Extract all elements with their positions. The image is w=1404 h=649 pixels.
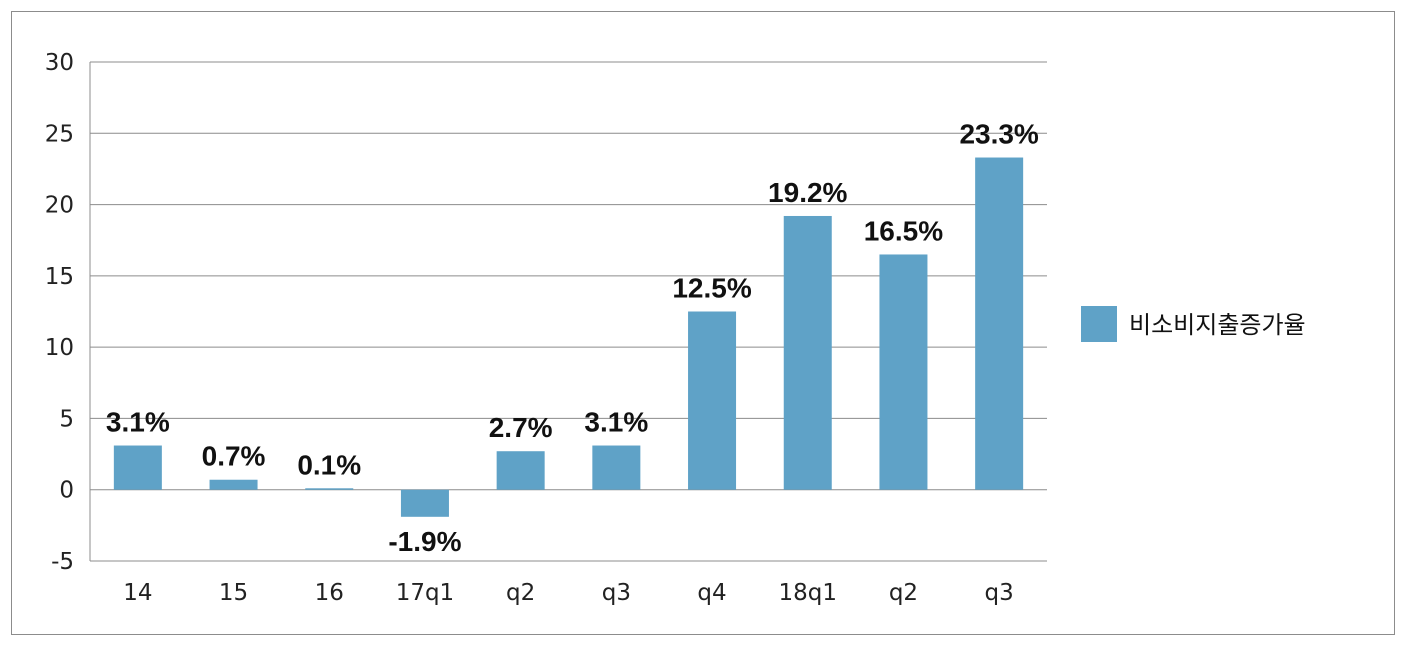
- legend-label: 비소비지출증가율: [1129, 311, 1306, 339]
- legend-swatch: [1081, 306, 1117, 342]
- data-label: 0.1%: [297, 449, 361, 480]
- y-tick-label: 5: [59, 406, 74, 432]
- x-tick-label: q4: [697, 580, 726, 606]
- data-label: 0.7%: [202, 441, 266, 472]
- x-tick-label: q3: [985, 580, 1014, 606]
- bar: [496, 451, 545, 490]
- data-label: 3.1%: [106, 407, 170, 438]
- x-tick-label: q2: [506, 580, 535, 606]
- y-tick-label: 25: [45, 121, 74, 147]
- chart-frame: 30 25 20 15 10 5 0 -5 3.1% 0.7% 0.1% -1.9% 2.7% 3.1%…: [11, 11, 1395, 635]
- bar: [400, 489, 449, 517]
- bar: [975, 157, 1024, 490]
- bar: [688, 311, 737, 490]
- x-tick-label: 17q1: [396, 580, 455, 606]
- x-axis-tick-labels: 14 15 16 17q1 q2 q3 q4 18q1 q2 q3: [123, 580, 1014, 606]
- data-labels: 3.1% 0.7% 0.1% -1.9% 2.7% 3.1% 12.5% 19.2% 16.5%…: [106, 119, 1039, 557]
- y-tick-label: 0: [59, 478, 74, 504]
- bar: [592, 445, 641, 490]
- x-tick-label: q3: [602, 580, 631, 606]
- bars: [113, 157, 1024, 517]
- y-tick-label: 10: [45, 335, 74, 361]
- y-tick-label: 30: [45, 50, 74, 76]
- y-tick-label: 20: [45, 193, 74, 219]
- x-tick-label: 14: [123, 580, 152, 606]
- data-label: 16.5%: [864, 215, 943, 246]
- x-tick-label: q2: [889, 580, 918, 606]
- data-label: 3.1%: [584, 407, 648, 438]
- legend: 비소비지출증가율: [1081, 306, 1306, 342]
- x-tick-label: 18q1: [779, 580, 838, 606]
- y-tick-label: -5: [51, 549, 74, 575]
- bar: [209, 479, 258, 490]
- data-label: 2.7%: [489, 412, 553, 443]
- data-label: 19.2%: [768, 177, 847, 208]
- data-label: 12.5%: [672, 273, 751, 304]
- y-tick-label: 15: [45, 264, 74, 290]
- x-tick-label: 16: [315, 580, 344, 606]
- bar: [305, 488, 354, 490]
- data-label: -1.9%: [388, 526, 461, 557]
- y-axis-tick-labels: 30 25 20 15 10 5 0 -5: [45, 50, 74, 575]
- x-tick-label: 15: [219, 580, 248, 606]
- bar: [783, 215, 832, 490]
- data-label: 23.3%: [959, 119, 1038, 150]
- bar: [879, 254, 928, 490]
- bar: [113, 445, 162, 490]
